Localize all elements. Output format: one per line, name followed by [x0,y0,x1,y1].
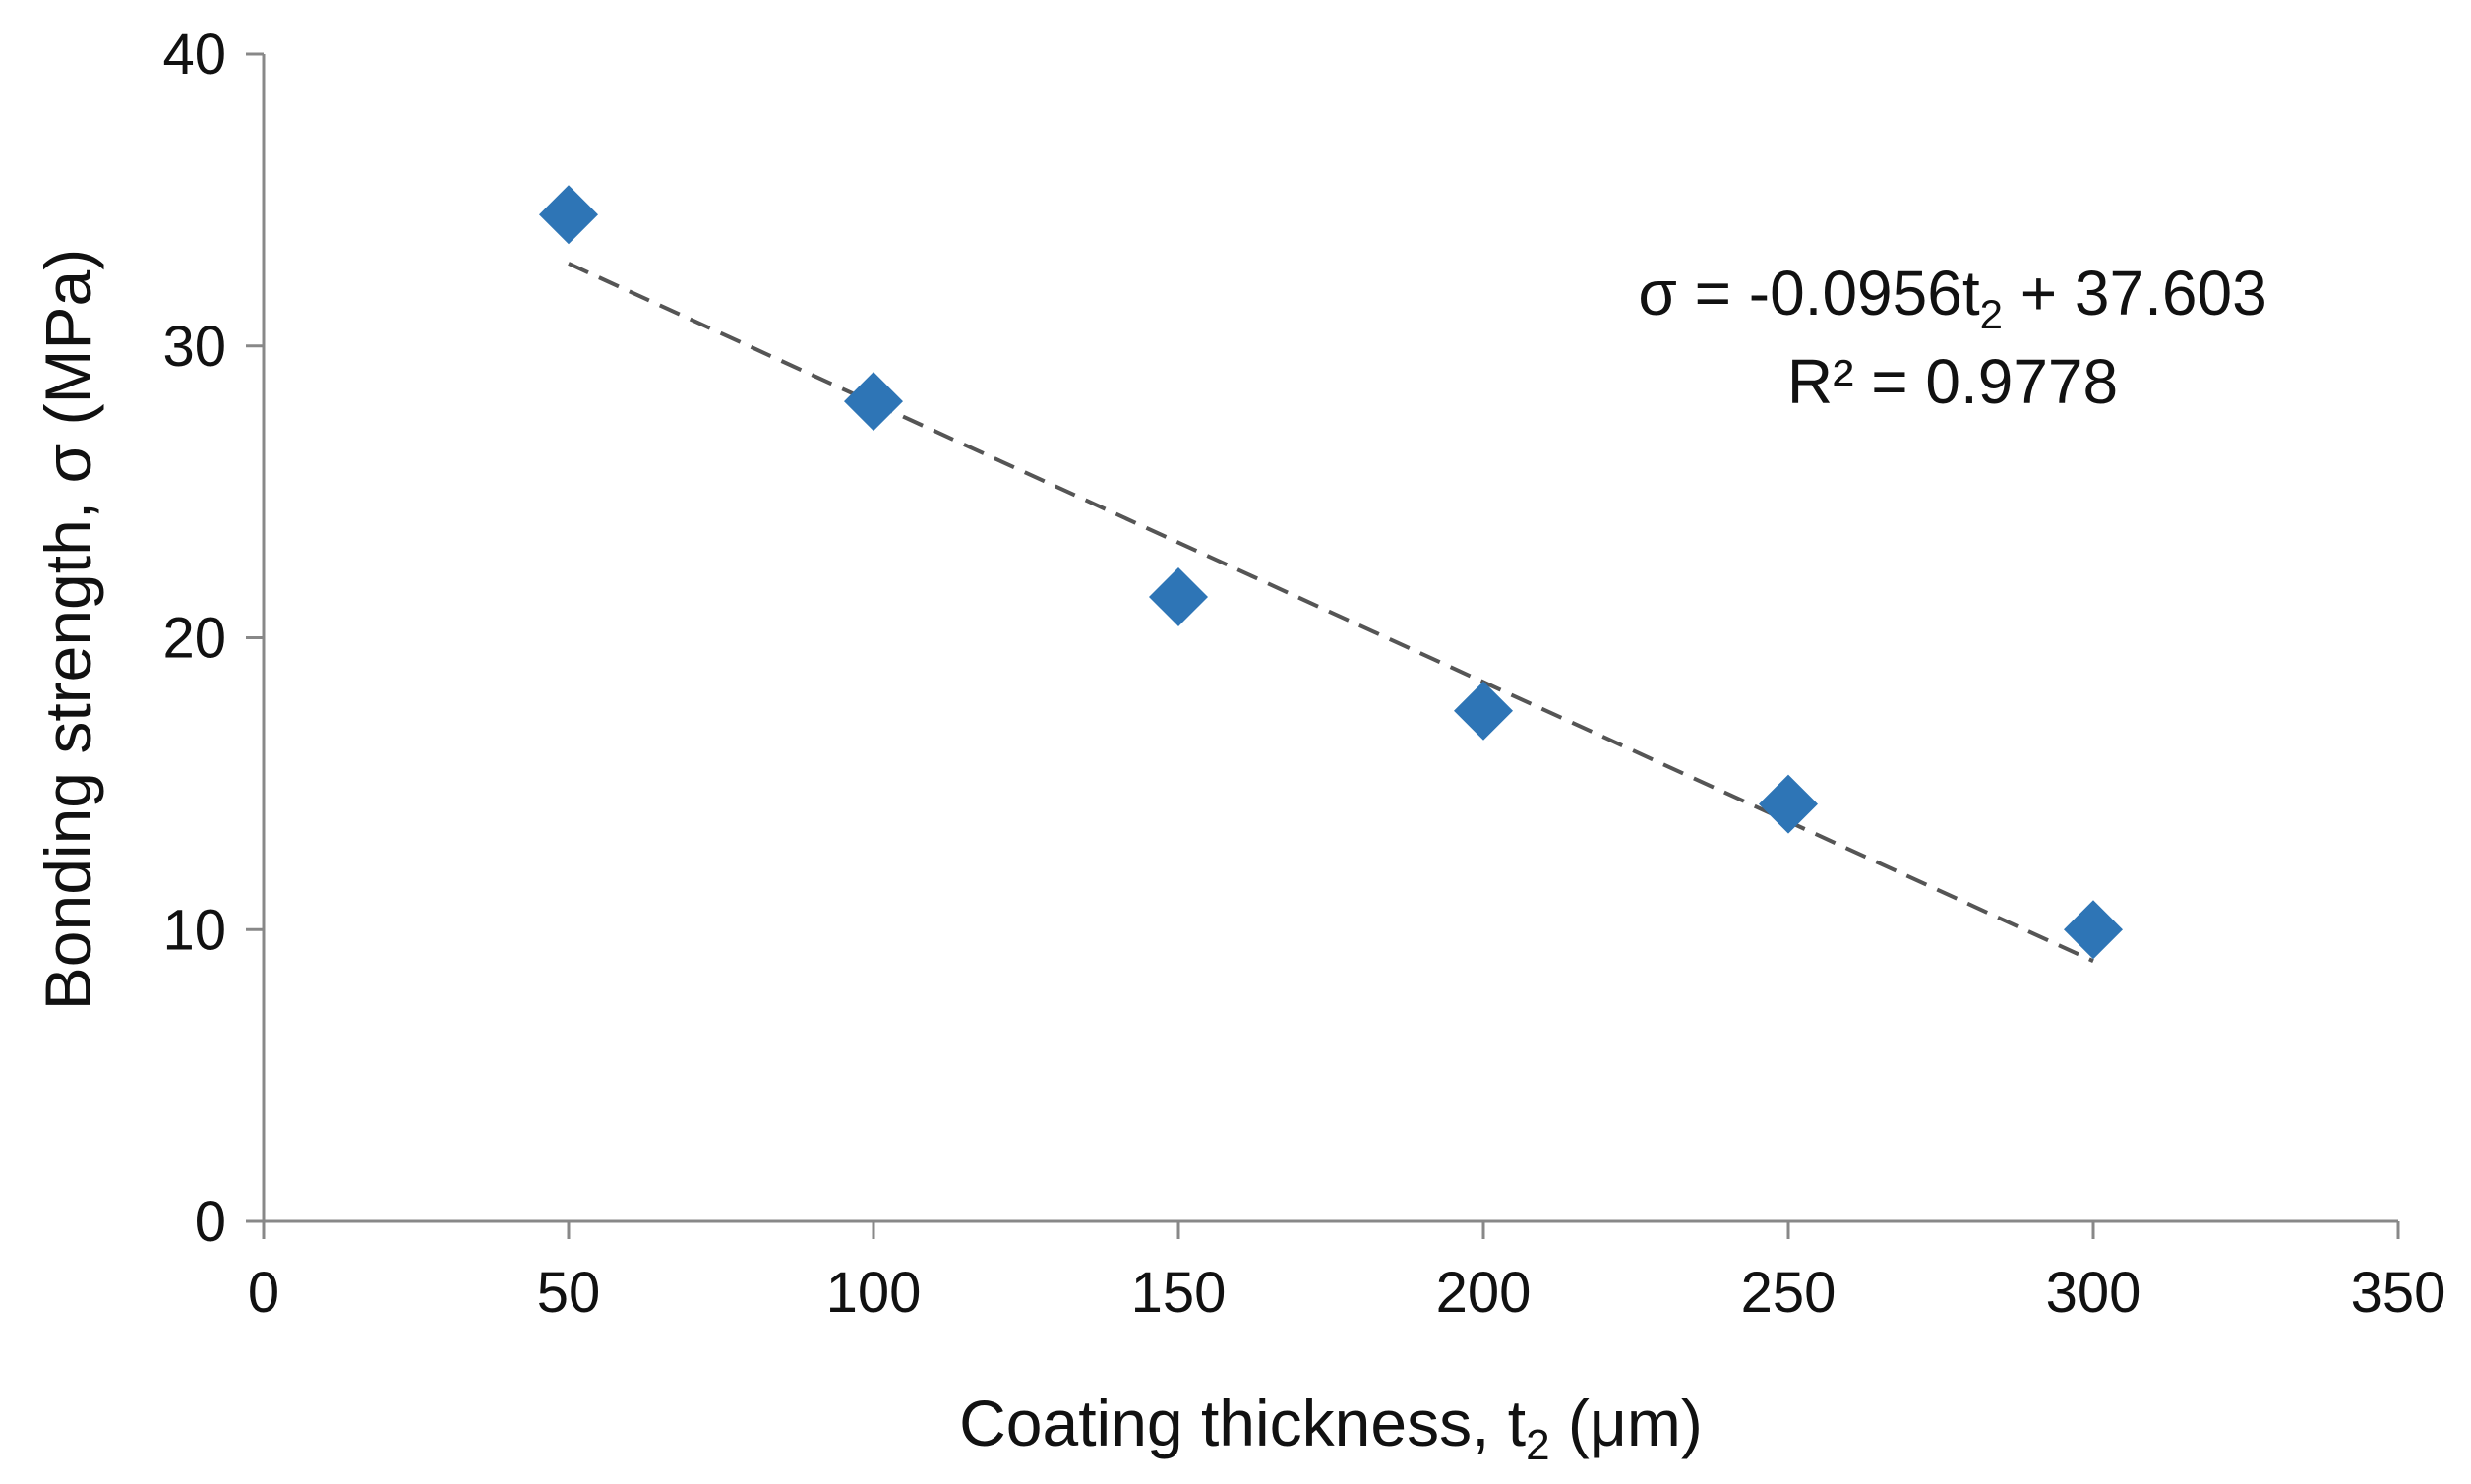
x-tick-label: 200 [1436,1261,1532,1325]
data-points [539,185,2123,960]
data-point-diamond [539,185,598,245]
y-tick-label: 30 [162,315,226,379]
x-axis-title-subscript: 2 [1526,1421,1549,1469]
axes [262,54,2398,1223]
y-tick-label: 20 [162,607,226,671]
data-point-diamond [844,372,903,432]
equation-prefix: σ = -0.0956t [1638,258,1980,328]
y-axis-title: Bonding strength, σ (MPa) [31,249,104,1010]
y-tick-label: 10 [162,898,226,962]
x-axis-title-main: Coating thickness, t [959,1387,1526,1459]
data-point-diamond [1454,681,1513,741]
x-tick-label: 50 [537,1261,601,1325]
x-tick-label: 250 [1741,1261,1837,1325]
x-axis-title-unit: (μm) [1550,1387,1703,1459]
x-axis-title: Coating thickness, t2 (μm) [959,1387,1703,1469]
data-point-diamond [1759,774,1818,834]
y-tick-label: 40 [162,23,226,87]
r-squared-label: R² = 0.9778 [1787,346,2118,417]
equation-suffix: + 37.603 [2003,258,2267,328]
data-point-diamond [1149,566,1208,626]
x-tick-label: 300 [2046,1261,2141,1325]
x-tick-label: 100 [826,1261,922,1325]
y-tick-label: 0 [195,1190,226,1254]
tick-marks: 0 10 20 30 40 0 50 100 150 200 250 300 350 [162,23,2445,1325]
equation-subscript: 2 [1980,291,2003,337]
data-point-diamond [2064,900,2123,960]
x-tick-label: 150 [1131,1261,1227,1325]
x-tick-label: 0 [248,1261,279,1325]
trendline [568,262,2094,964]
x-tick-label: 350 [2351,1261,2446,1325]
trendline-group [568,262,2094,964]
trendline-equation: σ = -0.0956t2 + 37.603 [1638,258,2266,337]
